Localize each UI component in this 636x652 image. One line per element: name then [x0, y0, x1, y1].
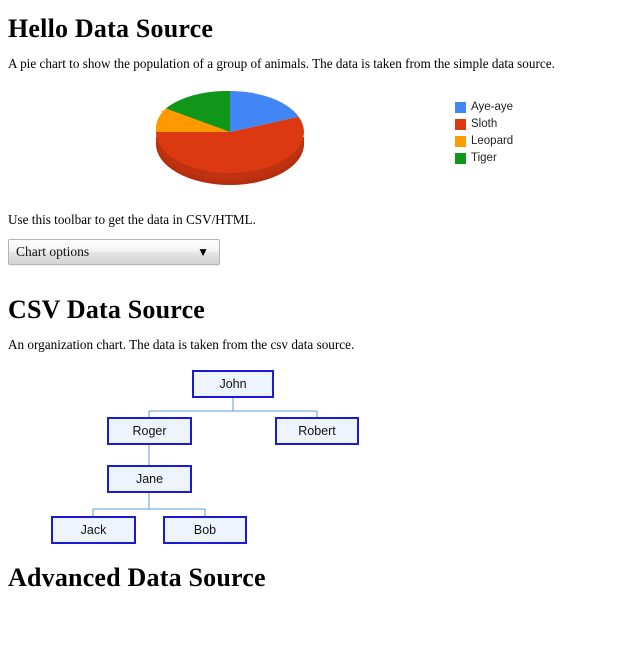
pie-chart-area: Aye-aye Sloth Leopard Tiger [8, 82, 628, 200]
csv-description: An organization chart. The data is taken… [8, 336, 355, 352]
pie-slice-tiger[interactable] [165, 91, 230, 133]
org-node-jack[interactable]: Jack [51, 516, 136, 545]
legend-label: Tiger [471, 152, 497, 165]
pie-slices [155, 91, 304, 174]
org-node-roger[interactable]: Roger [107, 417, 192, 446]
legend-swatch-icon [455, 119, 466, 131]
page-title-advanced: Advanced Data Source [8, 563, 266, 593]
org-node-jane[interactable]: Jane [107, 465, 192, 494]
legend-label: Aye-aye [471, 101, 513, 114]
page-title-csv: CSV Data Source [8, 294, 206, 324]
org-node-bob[interactable]: Bob [163, 516, 247, 545]
pie-legend: Aye-aye Sloth Leopard Tiger [455, 99, 513, 167]
org-node-label: Jane [135, 472, 164, 487]
org-node-robert[interactable]: Robert [275, 417, 359, 446]
page-root: Hello Data Source A pie chart to show th… [0, 14, 636, 593]
legend-label: Sloth [471, 118, 498, 131]
legend-item[interactable]: Leopard [455, 133, 513, 150]
legend-item[interactable]: Sloth [455, 116, 513, 133]
org-node-label: Jack [80, 523, 107, 538]
org-node-john[interactable]: John [192, 370, 274, 399]
pie-slice-aye-aye[interactable] [230, 91, 299, 133]
legend-item[interactable]: Tiger [455, 150, 513, 167]
legend-swatch-icon [455, 102, 466, 114]
legend-swatch-icon [455, 136, 466, 148]
org-node-label: Robert [298, 424, 336, 439]
page-title-hello: Hello Data Source [8, 14, 214, 43]
hello-description: A pie chart to show the population of a … [8, 55, 555, 71]
pie-chart[interactable] [146, 82, 326, 192]
chart-options-dropdown-label: Chart options [16, 243, 90, 259]
org-node-label: John [219, 377, 247, 392]
org-chart: John Roger Robert Jane Jack Bob [0, 363, 628, 549]
legend-item[interactable]: Aye-aye [455, 99, 513, 116]
chevron-down-icon: ▼ [197, 244, 209, 259]
org-node-label: Roger [132, 424, 167, 439]
pie-chart-svg [155, 91, 304, 186]
toolbar-note: Use this toolbar to get the data in CSV/… [8, 212, 256, 228]
org-chart-connectors [92, 398, 318, 518]
chart-options-dropdown[interactable]: Chart options ▼ [8, 238, 220, 265]
chart-toolbar: Chart options ▼ [8, 238, 628, 265]
legend-label: Leopard [471, 135, 514, 148]
org-node-label: Bob [193, 523, 217, 538]
legend-swatch-icon [455, 153, 466, 165]
pie-slice-leopard-b[interactable] [155, 108, 230, 133]
